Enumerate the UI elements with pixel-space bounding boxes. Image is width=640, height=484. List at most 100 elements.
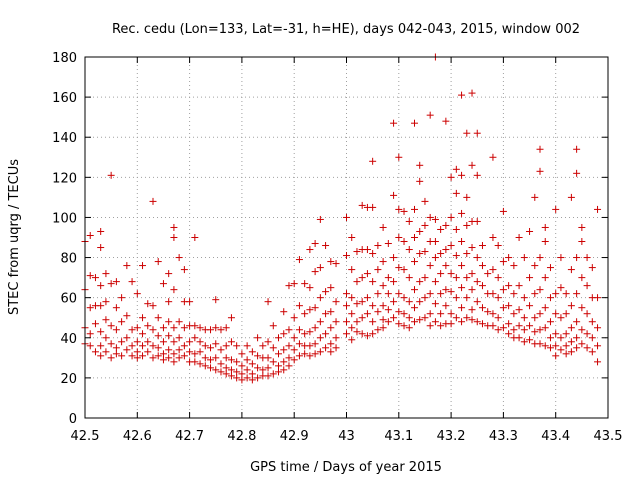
data-point — [264, 298, 272, 306]
data-point — [562, 342, 570, 350]
data-point — [426, 111, 434, 119]
data-point — [510, 262, 518, 270]
data-point — [316, 294, 324, 302]
data-point — [280, 366, 288, 374]
data-point — [107, 171, 115, 179]
data-point — [452, 165, 460, 173]
data-point — [207, 364, 215, 372]
data-point — [426, 310, 434, 318]
data-point — [463, 193, 471, 201]
data-point — [515, 234, 523, 241]
data-point — [97, 244, 105, 252]
data-point — [384, 274, 392, 282]
data-point — [254, 374, 262, 382]
data-point — [583, 310, 591, 318]
axis-ticks — [84, 56, 609, 419]
data-point — [180, 352, 188, 360]
data-point — [400, 266, 408, 274]
data-point — [290, 356, 298, 364]
data-point — [191, 358, 199, 366]
data-point — [222, 370, 230, 378]
data-point — [295, 256, 303, 264]
data-point — [316, 318, 324, 326]
x-tick-label: 43.4 — [541, 429, 570, 444]
data-point — [139, 342, 147, 350]
data-point — [369, 278, 377, 286]
data-point — [301, 310, 309, 318]
data-point — [489, 290, 497, 298]
data-point — [353, 248, 361, 256]
data-point — [128, 278, 136, 286]
data-point — [217, 326, 225, 334]
data-point — [248, 348, 256, 356]
data-point — [107, 280, 115, 288]
data-point — [191, 350, 199, 358]
data-point — [552, 330, 560, 338]
data-point — [280, 358, 288, 366]
data-point — [222, 342, 230, 350]
data-point — [139, 262, 147, 270]
data-point — [594, 342, 602, 350]
data-point — [170, 358, 178, 366]
data-point — [196, 360, 204, 368]
data-point — [458, 284, 466, 292]
data-point — [217, 368, 225, 376]
data-point — [463, 129, 471, 137]
data-point — [159, 324, 167, 332]
data-point — [562, 350, 570, 358]
data-point — [405, 324, 413, 332]
data-point — [505, 320, 513, 328]
data-point — [316, 334, 324, 342]
data-point — [186, 338, 194, 346]
data-point — [447, 173, 455, 181]
data-point — [379, 324, 387, 332]
data-point — [107, 340, 115, 348]
data-point — [369, 302, 377, 310]
data-point — [452, 274, 460, 282]
data-point — [546, 334, 554, 342]
data-point — [348, 234, 356, 241]
data-point — [567, 302, 575, 310]
data-point — [573, 169, 581, 177]
data-point — [275, 362, 283, 370]
data-point — [306, 328, 314, 336]
data-point — [384, 306, 392, 314]
data-point — [123, 262, 131, 270]
data-point — [442, 221, 450, 229]
data-point — [541, 304, 549, 312]
data-point — [458, 91, 466, 99]
x-tick-label: 42.9 — [280, 429, 309, 444]
data-point — [207, 344, 215, 352]
y-tick-label: 0 — [69, 412, 77, 427]
data-point — [327, 284, 335, 292]
data-point — [546, 264, 554, 272]
x-tick-label: 43.1 — [384, 429, 413, 444]
data-point — [447, 242, 455, 250]
data-point — [133, 324, 141, 332]
data-point — [541, 223, 549, 231]
data-point — [374, 290, 382, 298]
data-point — [233, 374, 241, 382]
data-point — [133, 348, 141, 356]
data-point — [322, 330, 330, 338]
data-point — [410, 205, 418, 213]
data-point — [437, 270, 445, 278]
data-point — [306, 352, 314, 360]
data-point — [170, 324, 178, 332]
data-point — [238, 350, 246, 358]
data-point — [499, 207, 507, 215]
data-point — [248, 376, 256, 384]
data-point — [552, 290, 560, 298]
data-point — [588, 348, 596, 356]
data-point — [290, 334, 298, 342]
data-point — [133, 290, 141, 298]
data-point — [170, 234, 178, 241]
y-tick-label: 180 — [52, 51, 77, 66]
data-point — [583, 254, 591, 262]
data-point — [573, 290, 581, 298]
data-point — [186, 348, 194, 356]
data-point — [505, 282, 513, 290]
data-point — [86, 231, 94, 239]
data-point — [322, 344, 330, 352]
data-point — [196, 324, 204, 332]
